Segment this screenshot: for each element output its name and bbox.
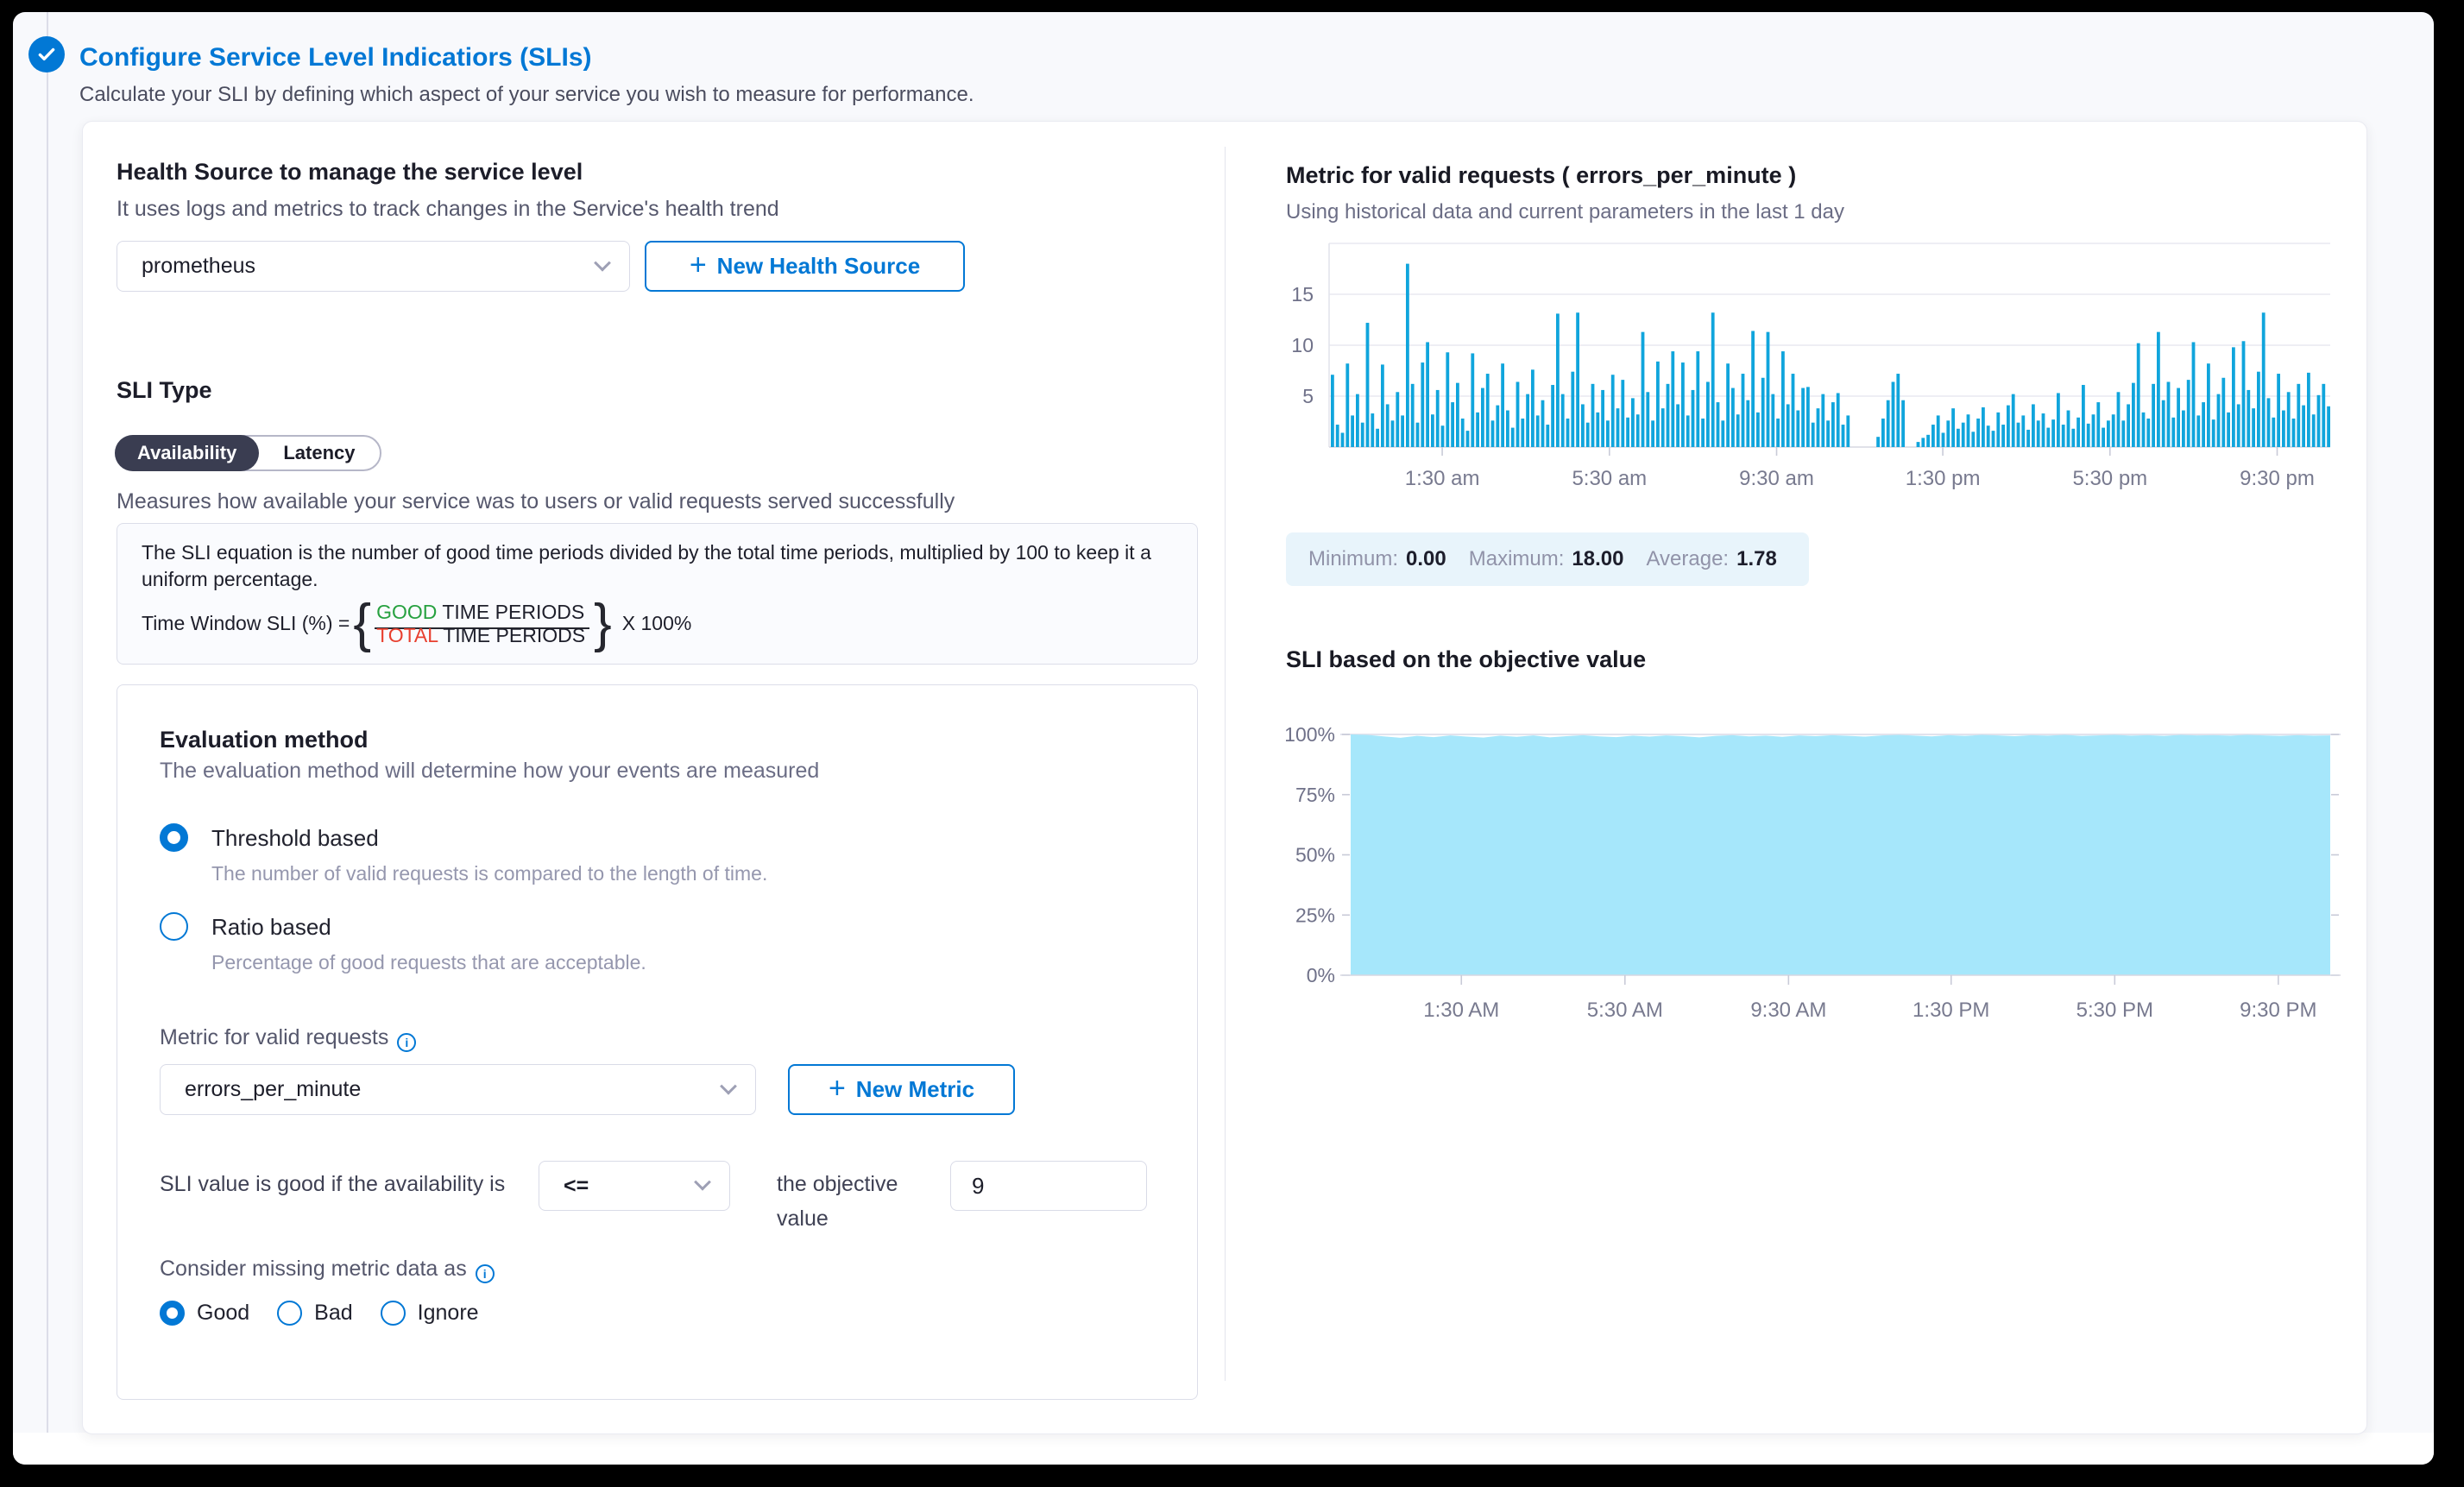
new-metric-button[interactable]: + New Metric	[788, 1064, 1015, 1115]
good-periods-highlight: GOOD	[376, 600, 438, 623]
threshold-based-label[interactable]: Threshold based	[211, 825, 379, 851]
evaluation-heading: Evaluation method	[160, 727, 369, 753]
svg-text:5:30 AM: 5:30 AM	[1587, 999, 1663, 1022]
chevron-down-icon	[594, 254, 611, 272]
formula-suffix: X 100%	[621, 612, 692, 635]
objective-sentence-start: SLI value is good if the availability is	[160, 1172, 506, 1196]
sli-equation-formula: Time Window SLI (%) = { GOOD TIME PERIOD…	[142, 594, 692, 653]
chevron-down-icon	[694, 1173, 711, 1191]
metric-valid-requests-label: Metric for valid requests i	[160, 1025, 417, 1052]
sli-type-heading: SLI Type	[117, 377, 212, 403]
missing-option-ignore[interactable]: Ignore	[380, 1301, 479, 1326]
ignore-radio[interactable]	[380, 1301, 406, 1326]
threshold-based-description: The number of valid requests is compared…	[211, 862, 768, 885]
svg-text:5:30 PM: 5:30 PM	[2076, 999, 2153, 1022]
sli-type-description: Measures how available your service was …	[117, 489, 955, 514]
svg-text:100%: 100%	[1286, 723, 1335, 746]
svg-text:1:30 PM: 1:30 PM	[1913, 999, 1989, 1022]
formula-prefix: Time Window SLI (%) =	[142, 612, 350, 635]
health-source-selected-value: prometheus	[142, 254, 256, 278]
comparator-value: <=	[564, 1173, 589, 1198]
svg-text:1:30 pm: 1:30 pm	[1906, 467, 1981, 490]
sli-chart-title: SLI based on the objective value	[1286, 646, 1647, 672]
svg-text:5:30 pm: 5:30 pm	[2072, 467, 2147, 490]
svg-text:5:30 am: 5:30 am	[1572, 467, 1647, 490]
svg-text:25%: 25%	[1295, 904, 1335, 926]
metric-bar-chart: 5 10 15 1:30 am 5:30 am 9:30 am 1:30 pm 5:30 pm…	[1291, 243, 2330, 490]
comparator-select[interactable]: <=	[539, 1161, 730, 1211]
svg-text:10: 10	[1291, 334, 1314, 356]
check-icon	[38, 47, 55, 61]
info-icon[interactable]: i	[475, 1264, 495, 1283]
svg-text:9:30 pm: 9:30 pm	[2240, 467, 2315, 490]
chevron-down-icon	[720, 1077, 737, 1095]
footer-strip	[13, 1433, 2434, 1465]
svg-text:75%: 75%	[1295, 784, 1335, 806]
ratio-based-description: Percentage of good requests that are acc…	[211, 951, 646, 973]
brace-right: }	[594, 594, 612, 653]
svg-text:9:30 am: 9:30 am	[1739, 467, 1814, 490]
evaluation-method-box	[117, 684, 1198, 1400]
new-health-source-label: New Health Source	[716, 253, 921, 279]
missing-option-bad[interactable]: Bad	[277, 1301, 353, 1326]
svg-text:9:30 PM: 9:30 PM	[2240, 999, 2316, 1022]
evaluation-description: The evaluation method will determine how…	[160, 759, 820, 783]
ratio-based-label[interactable]: Ratio based	[211, 914, 331, 940]
stat-minimum: Minimum: 0.00	[1308, 547, 1446, 570]
svg-text:1:30 am: 1:30 am	[1405, 467, 1480, 490]
page-title: Configure Service Level Indicatiors (SLI…	[79, 43, 592, 72]
sli-equation-box: The SLI equation is the number of good t…	[117, 523, 1198, 665]
page-subtitle: Calculate your SLI by defining which asp…	[79, 83, 974, 106]
svg-text:1:30 AM: 1:30 AM	[1423, 999, 1499, 1022]
sli-area-chart: 0% 25% 50% 75% 100% 1:30 AM 5:30 AM 9:30 AM 1:30…	[1286, 723, 2341, 1022]
stat-average: Average: 1.78	[1646, 547, 1777, 570]
ratio-based-radio[interactable]	[160, 912, 188, 941]
sli-type-option-latency[interactable]: Latency	[283, 442, 356, 463]
sli-type-option-availability[interactable]: Availability	[115, 435, 260, 471]
missing-metric-label: Consider missing metric data as i	[160, 1257, 495, 1283]
formula-fraction: GOOD TIME PERIODS TOTAL TIME PERIODS	[375, 599, 590, 647]
svg-text:9:30 AM: 9:30 AM	[1750, 999, 1826, 1022]
good-radio[interactable]	[160, 1301, 185, 1326]
bad-radio[interactable]	[277, 1301, 303, 1326]
metric-chart-subtitle: Using historical data and current parame…	[1286, 200, 1845, 224]
brace-left: {	[353, 594, 372, 653]
stat-maximum: Maximum: 18.00	[1468, 547, 1624, 570]
health-source-select[interactable]: prometheus	[117, 241, 630, 292]
step-complete-icon	[28, 36, 65, 72]
missing-option-good[interactable]: Good	[160, 1301, 249, 1326]
svg-text:5: 5	[1302, 385, 1314, 407]
info-icon[interactable]: i	[397, 1033, 417, 1052]
objective-value: 9	[972, 1172, 985, 1199]
svg-text:0%: 0%	[1307, 964, 1335, 986]
metric-select[interactable]: errors_per_minute	[160, 1064, 756, 1115]
total-periods-highlight: TOTAL	[376, 623, 438, 646]
column-divider	[1225, 147, 1226, 1381]
good-periods-rest: TIME PERIODS	[437, 600, 585, 623]
sli-type-toggle: Availability Latency	[115, 435, 381, 471]
new-metric-label: New Metric	[855, 1076, 975, 1102]
sli-equation-text: The SLI equation is the number of good t…	[142, 541, 1151, 590]
stepper-line	[47, 12, 48, 1433]
plus-icon: +	[828, 1071, 846, 1105]
missing-metric-options: Good Bad Ignore	[160, 1301, 479, 1326]
svg-text:50%: 50%	[1295, 844, 1335, 866]
new-health-source-button[interactable]: + New Health Source	[645, 241, 965, 292]
svg-text:15: 15	[1291, 283, 1314, 306]
metric-chart-title: Metric for valid requests ( errors_per_m…	[1286, 162, 1797, 188]
health-source-heading: Health Source to manage the service leve…	[117, 159, 583, 185]
metric-selected-value: errors_per_minute	[185, 1077, 362, 1101]
total-periods-rest: TIME PERIODS	[438, 623, 586, 646]
plus-icon: +	[689, 248, 707, 281]
objective-sentence-mid: the objective value	[777, 1172, 898, 1231]
health-source-description: It uses logs and metrics to track change…	[117, 197, 779, 221]
objective-value-input[interactable]: 9	[950, 1161, 1147, 1211]
metric-stats-bar: Minimum: 0.00 Maximum: 18.00 Average: 1.…	[1286, 532, 1809, 586]
threshold-based-radio[interactable]	[160, 823, 188, 852]
